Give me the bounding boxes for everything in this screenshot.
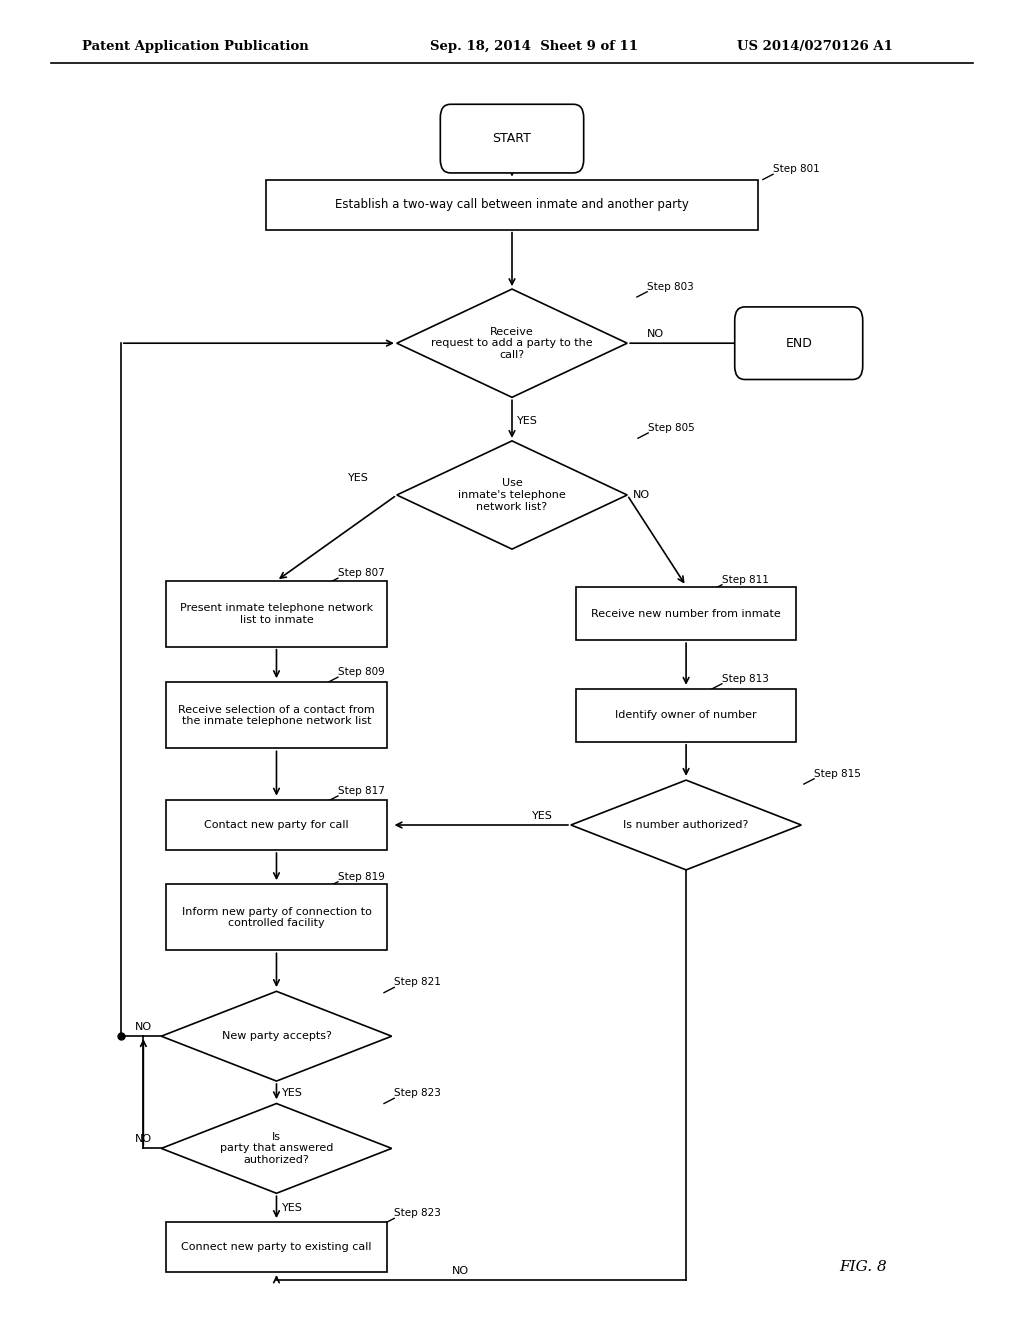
Text: Step 805: Step 805 bbox=[648, 422, 695, 433]
Bar bbox=[167, 682, 387, 748]
Text: Step 811: Step 811 bbox=[722, 574, 769, 585]
Text: Connect new party to existing call: Connect new party to existing call bbox=[181, 1242, 372, 1253]
Text: NO: NO bbox=[647, 329, 665, 339]
Text: END: END bbox=[785, 337, 812, 350]
Text: US 2014/0270126 A1: US 2014/0270126 A1 bbox=[737, 40, 893, 53]
Polygon shape bbox=[162, 991, 391, 1081]
Text: NO: NO bbox=[134, 1134, 152, 1144]
Text: Step 807: Step 807 bbox=[338, 568, 385, 578]
Text: Step 823: Step 823 bbox=[394, 1208, 441, 1218]
Text: Step 809: Step 809 bbox=[338, 667, 385, 677]
Bar bbox=[266, 180, 758, 230]
Polygon shape bbox=[397, 289, 627, 397]
Text: Step 817: Step 817 bbox=[338, 785, 385, 796]
Text: Step 823: Step 823 bbox=[394, 1088, 441, 1098]
Text: Step 815: Step 815 bbox=[814, 768, 861, 779]
Text: Receive
request to add a party to the
call?: Receive request to add a party to the ca… bbox=[431, 326, 593, 360]
Text: Present inmate telephone network
list to inmate: Present inmate telephone network list to… bbox=[180, 603, 373, 624]
Text: NO: NO bbox=[134, 1022, 152, 1032]
Text: FIG. 8: FIG. 8 bbox=[840, 1261, 888, 1274]
Text: Step 801: Step 801 bbox=[773, 164, 820, 174]
Polygon shape bbox=[397, 441, 627, 549]
Text: YES: YES bbox=[517, 416, 538, 426]
Text: START: START bbox=[493, 132, 531, 145]
Text: Step 819: Step 819 bbox=[338, 871, 385, 882]
Text: Contact new party for call: Contact new party for call bbox=[204, 820, 349, 830]
Text: Step 813: Step 813 bbox=[722, 673, 769, 684]
Polygon shape bbox=[571, 780, 802, 870]
Bar bbox=[575, 587, 797, 640]
Text: YES: YES bbox=[282, 1088, 302, 1098]
Text: Inform new party of connection to
controlled facility: Inform new party of connection to contro… bbox=[181, 907, 372, 928]
Text: Establish a two-way call between inmate and another party: Establish a two-way call between inmate … bbox=[335, 198, 689, 211]
Text: New party accepts?: New party accepts? bbox=[221, 1031, 332, 1041]
Text: Is number authorized?: Is number authorized? bbox=[624, 820, 749, 830]
Text: YES: YES bbox=[348, 473, 369, 483]
FancyBboxPatch shape bbox=[440, 104, 584, 173]
Text: Patent Application Publication: Patent Application Publication bbox=[82, 40, 308, 53]
Polygon shape bbox=[162, 1104, 391, 1193]
Text: Use
inmate's telephone
network list?: Use inmate's telephone network list? bbox=[458, 478, 566, 512]
Text: NO: NO bbox=[453, 1266, 469, 1276]
Bar bbox=[167, 800, 387, 850]
Text: Identify owner of number: Identify owner of number bbox=[615, 710, 757, 721]
Text: YES: YES bbox=[532, 810, 553, 821]
Text: Receive new number from inmate: Receive new number from inmate bbox=[591, 609, 781, 619]
Bar bbox=[167, 581, 387, 647]
Bar bbox=[167, 884, 387, 950]
FancyBboxPatch shape bbox=[735, 306, 862, 380]
Bar bbox=[575, 689, 797, 742]
Text: Receive selection of a contact from
the inmate telephone network list: Receive selection of a contact from the … bbox=[178, 705, 375, 726]
Bar bbox=[167, 1222, 387, 1272]
Text: Sep. 18, 2014  Sheet 9 of 11: Sep. 18, 2014 Sheet 9 of 11 bbox=[430, 40, 638, 53]
Text: Step 803: Step 803 bbox=[647, 281, 694, 292]
Text: NO: NO bbox=[633, 490, 650, 500]
Text: YES: YES bbox=[282, 1203, 302, 1213]
Text: Step 821: Step 821 bbox=[394, 977, 441, 987]
Text: Is
party that answered
authorized?: Is party that answered authorized? bbox=[220, 1131, 333, 1166]
